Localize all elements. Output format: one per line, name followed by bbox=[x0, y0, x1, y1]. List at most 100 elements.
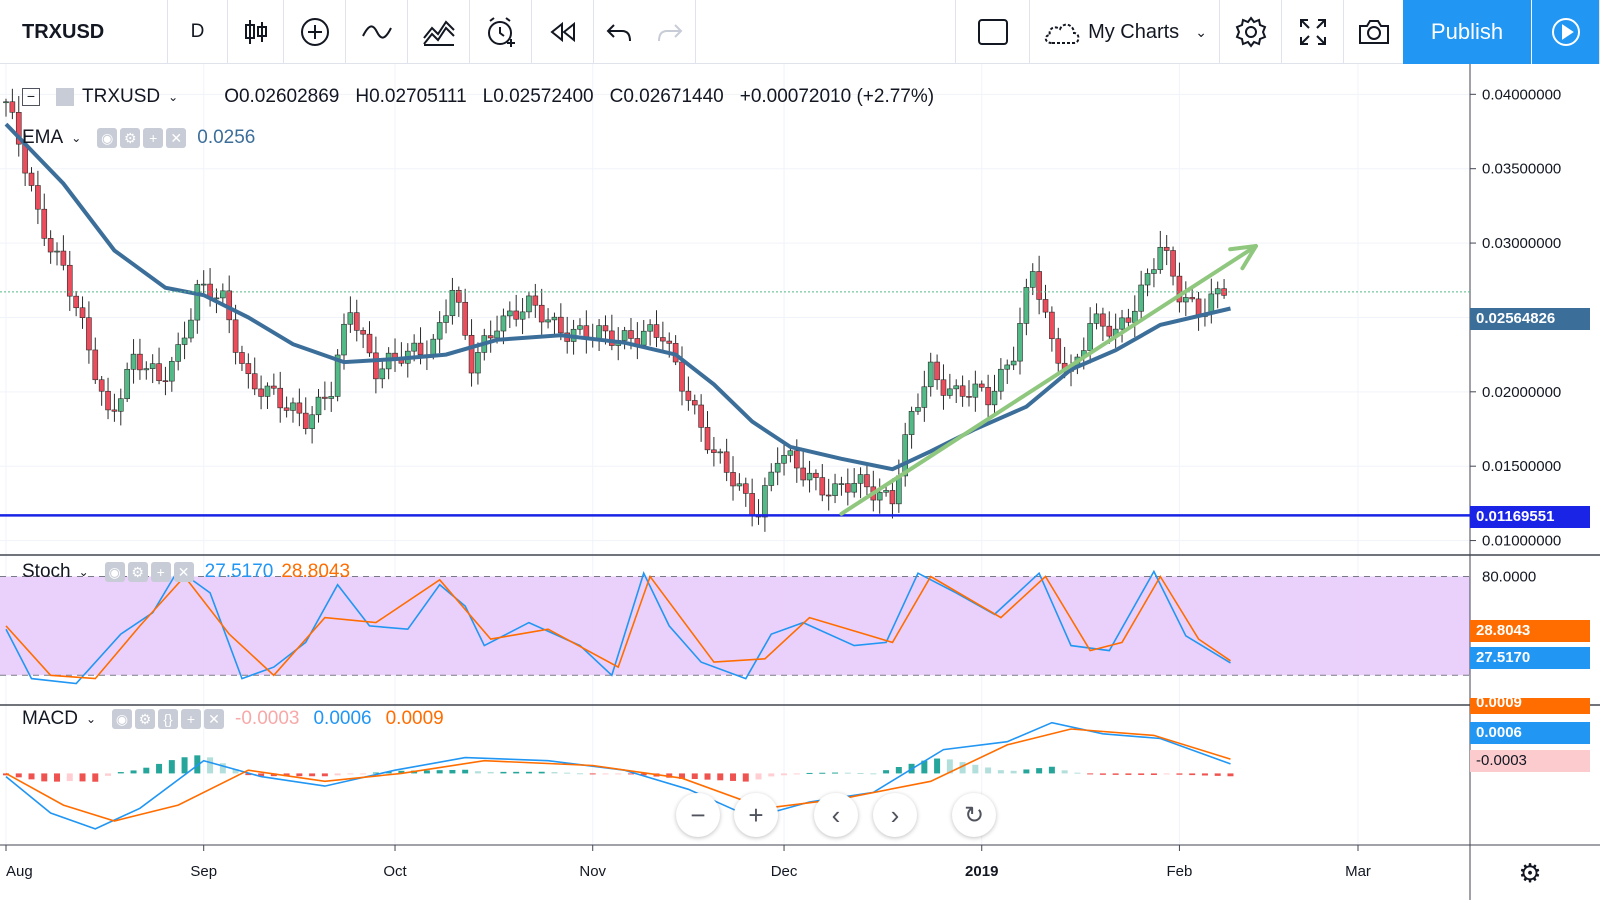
stoch-name[interactable]: Stoch bbox=[22, 561, 71, 582]
undo-button[interactable] bbox=[594, 0, 644, 64]
candle-body bbox=[526, 295, 532, 313]
source-code-icon[interactable]: {} bbox=[158, 709, 179, 729]
axis-settings-button[interactable]: ⚙ bbox=[1512, 855, 1548, 891]
macd-histogram-bar bbox=[755, 773, 762, 780]
candle-body bbox=[953, 385, 960, 390]
scroll-right-button[interactable]: › bbox=[873, 793, 917, 837]
candle bbox=[806, 460, 813, 493]
candle-body bbox=[1176, 275, 1183, 303]
candle-body bbox=[258, 388, 264, 397]
trendline-arrow[interactable] bbox=[839, 244, 1258, 516]
candle-body bbox=[1189, 297, 1195, 300]
candle-body bbox=[117, 398, 124, 412]
redo-button[interactable] bbox=[644, 0, 696, 64]
plus-icon[interactable]: + bbox=[181, 709, 202, 729]
candle-body bbox=[1049, 311, 1055, 340]
macd-signal-value: 0.0009 bbox=[385, 708, 444, 729]
time-axis[interactable]: Aug Sep Oct Nov Dec 2019 Feb Mar bbox=[5, 845, 1371, 880]
price-tick-label: 0.02000000 bbox=[1482, 384, 1561, 401]
play-circle-icon bbox=[1551, 18, 1580, 46]
my-charts-button[interactable]: My Charts ⌄ bbox=[1030, 0, 1220, 64]
candle-body bbox=[41, 208, 48, 239]
legend-symbol[interactable]: TRXUSD bbox=[82, 86, 161, 107]
macd-histogram-bar bbox=[1189, 773, 1196, 776]
chevron-down-icon[interactable]: ⌄ bbox=[85, 712, 97, 726]
chevron-down-icon[interactable]: ⌄ bbox=[168, 90, 179, 104]
candle-body bbox=[232, 319, 239, 353]
plus-icon[interactable]: + bbox=[143, 128, 164, 148]
close-icon[interactable]: ✕ bbox=[204, 709, 225, 729]
candle-body bbox=[883, 490, 889, 493]
collapse-icon[interactable]: − bbox=[22, 88, 40, 106]
indicators-button[interactable] bbox=[346, 0, 408, 64]
eye-icon[interactable]: ◉ bbox=[112, 709, 133, 729]
macd-histogram-bar bbox=[207, 757, 214, 774]
reset-icon: ↻ bbox=[963, 801, 985, 829]
candle bbox=[1119, 309, 1125, 343]
candle bbox=[845, 468, 851, 506]
symbol-mini-icon bbox=[56, 88, 74, 106]
publish-button[interactable]: Publish bbox=[1403, 0, 1531, 64]
plus-circle-icon bbox=[300, 18, 329, 46]
macd-histogram-bar bbox=[870, 773, 877, 775]
gear-icon[interactable]: ⚙ bbox=[120, 128, 141, 148]
plus-icon: + bbox=[748, 799, 764, 830]
candle-body bbox=[430, 338, 437, 356]
candle-body bbox=[666, 340, 673, 344]
macd-histogram-bar bbox=[781, 773, 788, 776]
layout-button[interactable] bbox=[955, 0, 1030, 64]
alert-button[interactable] bbox=[470, 0, 532, 64]
gear-icon: ⚙ bbox=[1518, 857, 1542, 888]
eye-icon[interactable]: ◉ bbox=[104, 562, 125, 582]
candle-body bbox=[1214, 288, 1221, 295]
close-icon[interactable]: ✕ bbox=[173, 562, 194, 582]
macd-histogram-bar bbox=[1163, 773, 1170, 775]
plus-icon[interactable]: + bbox=[150, 562, 171, 582]
candle-body bbox=[691, 400, 698, 406]
candle bbox=[54, 242, 60, 266]
candle-body bbox=[436, 322, 443, 340]
candle bbox=[309, 406, 315, 444]
macd-histogram-bar bbox=[398, 770, 405, 774]
ema-name[interactable]: EMA bbox=[22, 127, 64, 148]
macd-histogram-bar bbox=[462, 769, 469, 774]
macd-histogram-bar bbox=[1176, 773, 1183, 775]
gear-icon[interactable]: ⚙ bbox=[127, 562, 148, 582]
chevron-down-icon[interactable]: ⌄ bbox=[78, 565, 89, 579]
screenshot-button[interactable] bbox=[1344, 0, 1403, 64]
candle bbox=[79, 296, 86, 329]
candle bbox=[86, 301, 92, 364]
candle-body bbox=[800, 467, 806, 481]
reset-chart-button[interactable]: ↻ bbox=[952, 793, 996, 837]
bars-style-button[interactable] bbox=[228, 0, 284, 64]
candle-body bbox=[723, 451, 730, 473]
candle-body bbox=[966, 396, 972, 398]
compare-add-button[interactable] bbox=[284, 0, 346, 64]
gear-icon[interactable]: ⚙ bbox=[135, 709, 156, 729]
candle-body bbox=[621, 330, 628, 341]
zoom-out-button[interactable]: − bbox=[676, 793, 720, 837]
macd-histogram-bar bbox=[806, 772, 813, 774]
candle-body bbox=[653, 324, 660, 338]
legend-low: L0.02572400 bbox=[482, 86, 594, 107]
publish-video-button[interactable] bbox=[1531, 0, 1600, 64]
close-icon[interactable]: ✕ bbox=[166, 128, 187, 148]
fullscreen-icon bbox=[1299, 19, 1326, 45]
chart-canvas[interactable]: 0.040000000.035000000.030000000.02500000… bbox=[0, 64, 1600, 900]
interval-button[interactable]: D bbox=[168, 0, 228, 64]
chevron-down-icon[interactable]: ⌄ bbox=[71, 131, 82, 145]
replay-button[interactable] bbox=[532, 0, 594, 64]
templates-button[interactable] bbox=[408, 0, 470, 64]
scroll-left-button[interactable]: ‹ bbox=[814, 793, 858, 837]
candle-body bbox=[302, 412, 309, 429]
eye-icon[interactable]: ◉ bbox=[97, 128, 118, 148]
interval-label: D bbox=[190, 21, 205, 42]
candle-body bbox=[1010, 360, 1017, 366]
macd-name[interactable]: MACD bbox=[22, 708, 78, 729]
macd-histogram-bar bbox=[334, 773, 341, 776]
settings-button[interactable] bbox=[1220, 0, 1282, 64]
candle-body bbox=[328, 396, 335, 399]
fullscreen-button[interactable] bbox=[1282, 0, 1344, 64]
zoom-in-button[interactable]: + bbox=[734, 793, 778, 837]
symbol-search-button[interactable]: TRXUSD bbox=[0, 0, 168, 64]
